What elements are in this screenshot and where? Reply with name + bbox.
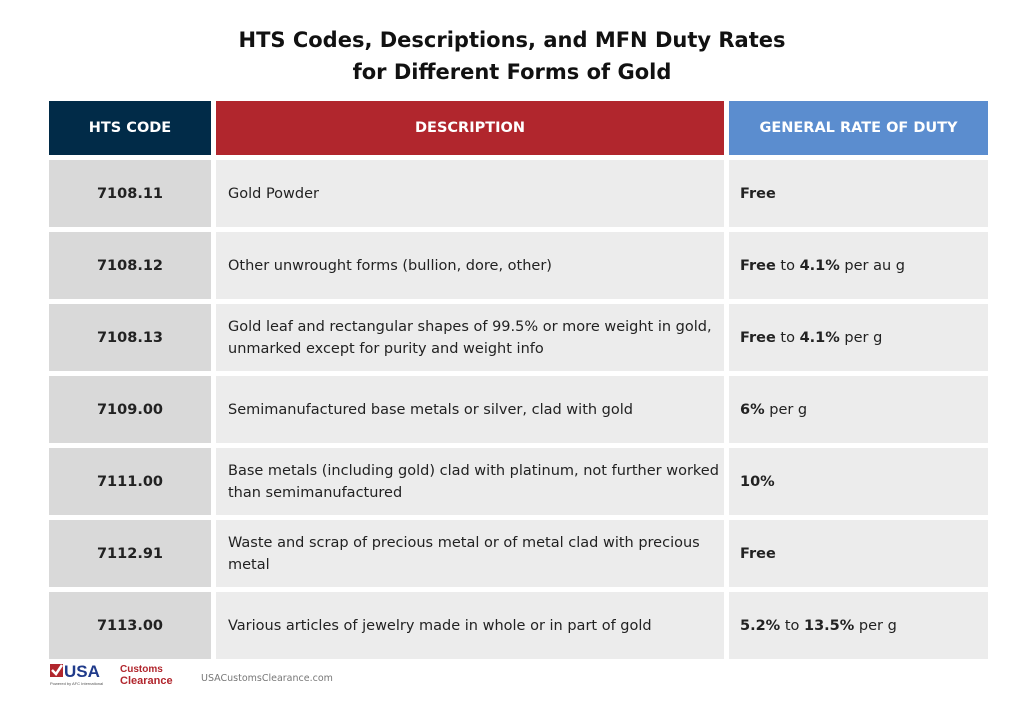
website-url: USACustomsClearance.com: [201, 673, 333, 684]
duty-rate-part: per au g: [839, 257, 905, 274]
duty-rate-part: Free: [740, 185, 776, 202]
header-rate-of-duty: GENERAL RATE OF DUTY: [729, 101, 988, 155]
page-title: HTS Codes, Descriptions, and MFN Duty Ra…: [0, 24, 1024, 88]
duty-rate-cell: Free to 4.1% per g: [729, 304, 988, 371]
svg-text:Clearance: Clearance: [120, 675, 173, 687]
duty-rate-text: Free to 4.1% per au g: [740, 258, 905, 274]
duty-rate-text: Free: [740, 186, 776, 202]
duty-rate-text: Free: [740, 546, 776, 562]
duty-rate-part: 4.1%: [799, 329, 840, 346]
duty-rate-part: 6%: [740, 401, 765, 418]
usa-customs-clearance-logo: USA Customs Clearance Powered by AFC Int…: [50, 662, 173, 687]
svg-text:Customs: Customs: [120, 664, 163, 675]
duty-rate-text: 6% per g: [740, 402, 807, 418]
description-cell: Various articles of jewelry made in whol…: [216, 592, 724, 659]
duty-rate-cell: 10%: [729, 448, 988, 515]
description-cell: Other unwrought forms (bullion, dore, ot…: [216, 232, 724, 299]
duty-rate-cell: Free to 4.1% per au g: [729, 232, 988, 299]
duty-rate-text: 5.2% to 13.5% per g: [740, 618, 897, 634]
hts-code-cell: 7108.11: [49, 160, 211, 227]
duty-rate-part: per g: [764, 401, 808, 418]
description-cell: Gold Powder: [216, 160, 724, 227]
svg-text:Powered by AFC International: Powered by AFC International: [50, 681, 103, 686]
duty-rate-part: 10%: [740, 473, 775, 490]
hts-code-cell: 7109.00: [49, 376, 211, 443]
duty-rate-cell: 5.2% to 13.5% per g: [729, 592, 988, 659]
duty-rate-text: 10%: [740, 474, 775, 490]
duty-rate-cell: Free: [729, 160, 988, 227]
header-hts-code: HTS CODE: [49, 101, 211, 155]
description-cell: Base metals (including gold) clad with p…: [216, 448, 724, 515]
duty-rate-cell: 6% per g: [729, 376, 988, 443]
duty-rate-part: 4.1%: [799, 257, 840, 274]
duty-rate-part: to: [780, 617, 804, 634]
duty-rate-part: per g: [839, 329, 883, 346]
duty-rate-part: Free: [740, 545, 776, 562]
duty-rate-part: 5.2%: [740, 617, 781, 634]
hts-code-cell: 7113.00: [49, 592, 211, 659]
duty-rate-cell: Free: [729, 520, 988, 587]
duty-rate-part: to: [775, 329, 800, 346]
hts-code-cell: 7111.00: [49, 448, 211, 515]
header-description: DESCRIPTION: [216, 101, 724, 155]
duty-rate-part: per g: [854, 617, 897, 634]
duty-rate-text: Free to 4.1% per g: [740, 330, 882, 346]
description-cell: Gold leaf and rectangular shapes of 99.5…: [216, 304, 724, 371]
title-line-1: HTS Codes, Descriptions, and MFN Duty Ra…: [238, 28, 786, 52]
hts-code-cell: 7108.12: [49, 232, 211, 299]
hts-code-cell: 7108.13: [49, 304, 211, 371]
svg-text:USA: USA: [64, 662, 100, 681]
hts-code-cell: 7112.91: [49, 520, 211, 587]
title-line-2: for Different Forms of Gold: [352, 60, 672, 84]
duty-rate-part: to: [775, 257, 800, 274]
duty-rate-part: Free: [740, 257, 776, 274]
description-cell: Waste and scrap of precious metal or of …: [216, 520, 724, 587]
duty-rate-part: 13.5%: [804, 617, 855, 634]
duty-rate-part: Free: [740, 329, 776, 346]
description-cell: Semimanufactured base metals or silver, …: [216, 376, 724, 443]
